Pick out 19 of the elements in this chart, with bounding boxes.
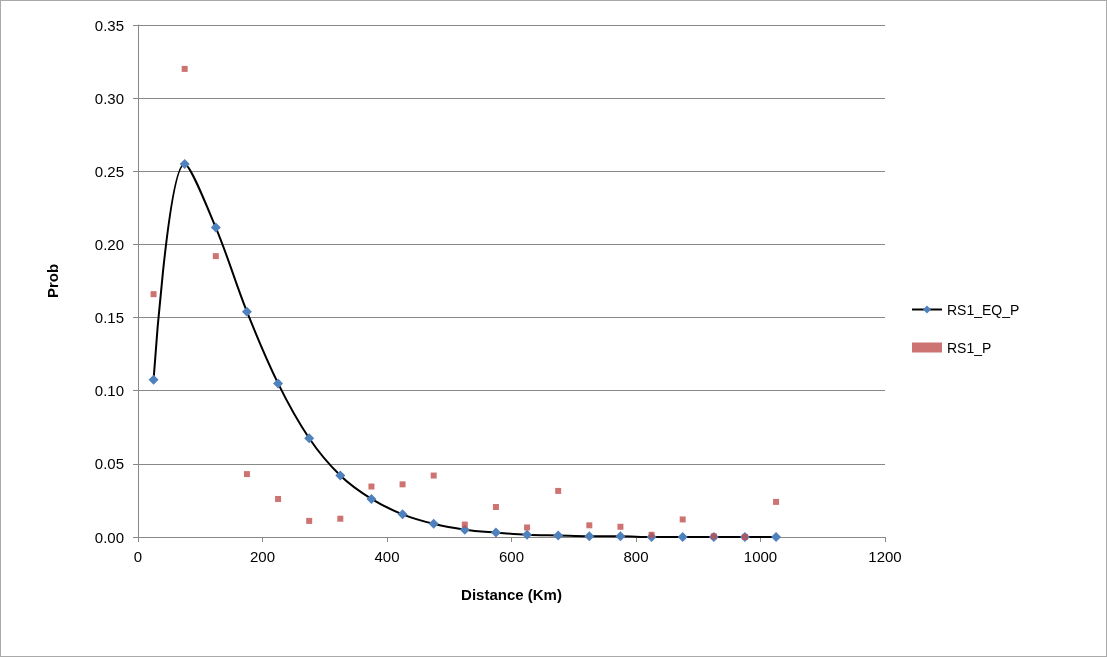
y-tick-label: 0.35 bbox=[94, 16, 124, 34]
x-tick-label: 200 bbox=[249, 548, 276, 565]
x-tick-label: 600 bbox=[498, 548, 525, 565]
y-tick-label: 0.05 bbox=[94, 455, 124, 473]
y-tick-label: 0.00 bbox=[94, 528, 124, 546]
x-tick-label: 1000 bbox=[743, 548, 778, 565]
y-axis-title: Prob bbox=[44, 263, 61, 299]
y-tick-label: 0.15 bbox=[94, 309, 124, 327]
y-tick-label: 0.20 bbox=[94, 235, 124, 253]
x-tick-label: 400 bbox=[374, 548, 400, 565]
y-tick-label: 0.10 bbox=[94, 382, 124, 400]
x-tick-label: 1200 bbox=[868, 548, 902, 565]
x-tick-label: 0 bbox=[133, 548, 143, 565]
x-axis-title: Distance (Km) bbox=[461, 586, 562, 603]
legend-label: RS1_EQ_P bbox=[947, 301, 1020, 318]
y-tick-label: 0.25 bbox=[94, 162, 124, 180]
y-tick-label: 0.30 bbox=[94, 89, 124, 107]
x-tick-label: 800 bbox=[623, 548, 649, 565]
legend-label: RS1_P bbox=[947, 339, 992, 356]
